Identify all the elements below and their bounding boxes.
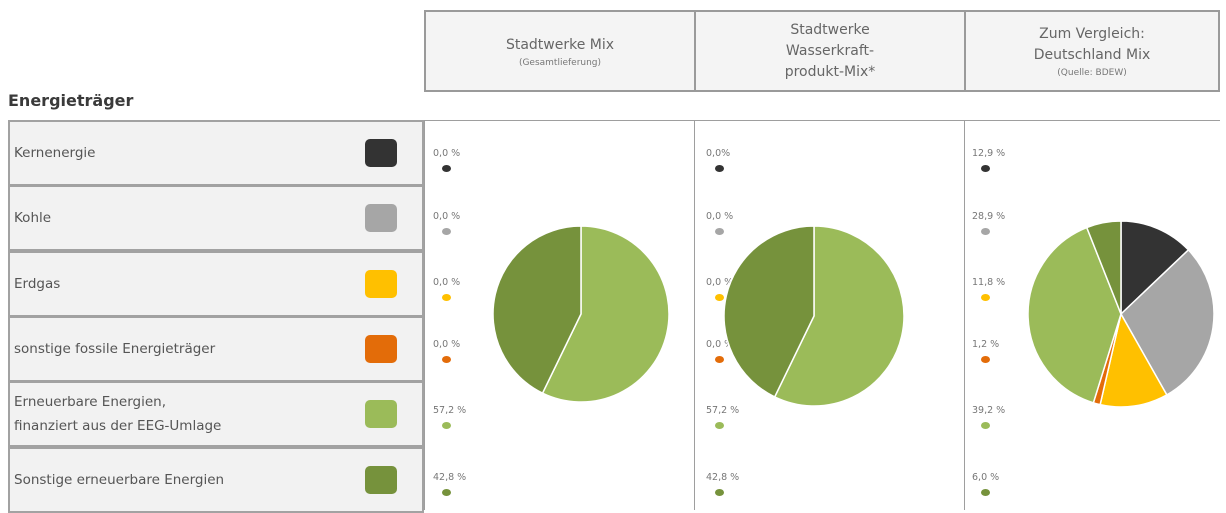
legend-row: sonstige fossile Energieträger [8,316,424,382]
data-marker [715,165,724,172]
column-subtitle: (Quelle: BDEW) [1057,68,1127,78]
data-marker [715,422,724,429]
pie-slice [1120,248,1215,396]
column-title: Zum Vergleich: Deutschland Mix [1033,26,1151,63]
data-marker [981,489,990,496]
pie-slice [541,225,670,403]
data-marker [442,422,451,429]
legend-swatch [365,400,397,428]
pie-slice [492,225,582,395]
pie-slice [1120,220,1190,316]
legend-label: Kohle [14,210,52,226]
data-label: 11,8 % [972,277,1006,288]
data-label: 0,0 % [706,339,734,350]
legend-swatch [365,270,397,298]
data-marker [442,489,451,496]
pie-chart [492,225,670,403]
legend-swatch [365,466,397,494]
data-label: 42,8 % [706,472,740,483]
data-label: 0,0 % [706,211,734,222]
column-title: Stadtwerke Mix [505,36,615,53]
legend-row: Kohle [8,185,424,251]
legend-row: Erdgas [8,251,424,317]
data-label: 1,2 % [972,339,1000,350]
data-label: 0,0 % [706,277,734,288]
data-label: 0,0% [706,148,731,159]
legend-row: Kernenergie [8,120,424,186]
legend-swatch [365,335,397,363]
pie-chart [1027,220,1215,408]
legend-row: Erneuerbare Energien, finanziert aus der… [8,381,424,447]
column-header-wasserkraft-mix: Stadtwerke Wasserkraft- produkt-Mix* [694,10,966,92]
column-header-deutschland-mix: Zum Vergleich: Deutschland Mix (Quelle: … [964,10,1220,92]
data-label: 57,2 % [433,405,467,416]
column-header-stadtwerke-mix: Stadtwerke Mix (Gesamtlieferung) [424,10,696,92]
data-label: 28,9 % [972,211,1006,222]
legend-row: Sonstige erneuerbare Energien [8,447,424,513]
data-marker [442,356,451,363]
legend-label: Sonstige erneuerbare Energien [14,472,225,488]
data-label: 0,0 % [433,148,461,159]
data-marker [442,294,451,301]
data-marker [442,165,451,172]
data-marker [715,356,724,363]
data-label: 0,0 % [433,339,461,350]
data-label: 42,8 % [433,472,467,483]
data-marker [981,356,990,363]
data-marker [981,228,990,235]
pie-slice [1099,311,1168,408]
legend-label: Kernenergie [14,145,96,161]
pie-slice [1085,220,1122,315]
pie-slice [1027,226,1122,404]
data-label: 57,2 % [706,405,740,416]
pie-chart [723,225,905,407]
legend-swatch [365,204,397,232]
data-label: 39,2 % [972,405,1006,416]
data-marker [981,294,990,301]
data-marker [715,294,724,301]
data-marker [981,165,990,172]
legend-label: Erdgas [14,276,61,292]
pie-slice [723,225,815,398]
column-title: Stadtwerke Wasserkraft- produkt-Mix* [784,21,876,80]
legend-label: sonstige fossile Energieträger [14,341,216,357]
column-subtitle: (Gesamtlieferung) [518,57,602,68]
legend-label: Erneuerbare Energien, finanziert aus der… [14,394,222,434]
data-label: 0,0 % [433,211,461,222]
data-marker [715,228,724,235]
data-marker [981,422,990,429]
section-title: Energieträger [8,91,134,110]
data-marker [715,489,724,496]
pie-slice [773,225,905,407]
legend-swatch [365,139,397,167]
data-label: 12,9 % [972,148,1006,159]
data-marker [442,228,451,235]
data-label: 0,0 % [433,277,461,288]
data-label: 6,0 % [972,472,1000,483]
